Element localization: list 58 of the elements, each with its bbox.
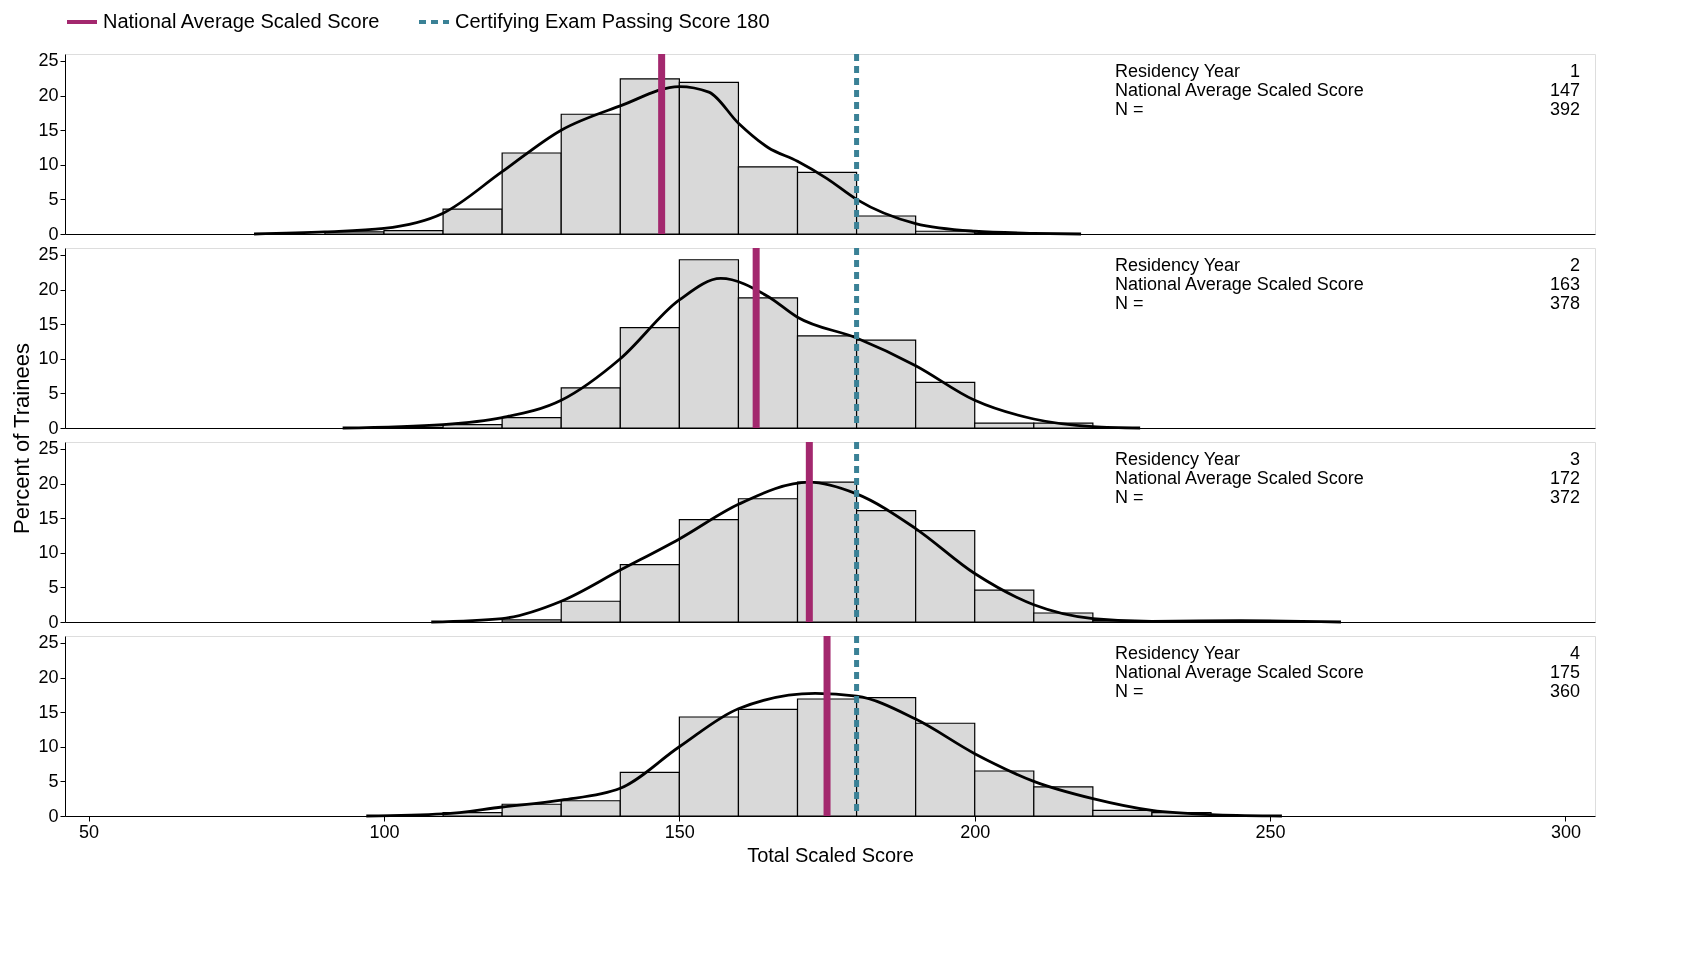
y-tick-label: 15 <box>38 119 59 140</box>
y-tick-label: 10 <box>38 154 59 175</box>
y-tick-label: 20 <box>38 667 59 688</box>
x-tick-label: 300 <box>1550 821 1581 842</box>
annotation: N = <box>1115 293 1144 313</box>
x-tick-label: 250 <box>1255 821 1286 842</box>
y-tick-label: 15 <box>38 701 59 722</box>
annotation: 163 <box>1549 274 1580 294</box>
y-tick-label: 15 <box>38 507 59 528</box>
annotation: 175 <box>1549 662 1580 682</box>
annotation: Residency Year <box>1115 449 1241 469</box>
annotation: 3 <box>1569 449 1580 469</box>
annotation: N = <box>1115 99 1144 119</box>
x-tick-label: 50 <box>79 821 100 842</box>
y-tick-label: 0 <box>48 611 59 632</box>
annotation: 392 <box>1549 99 1580 119</box>
legend-label: Certifying Exam Passing Score 180 <box>455 10 770 32</box>
annotation: 147 <box>1549 80 1580 100</box>
annotation: National Average Scaled Score <box>1115 468 1364 488</box>
annotation: National Average Scaled Score <box>1115 662 1364 682</box>
annotation: 372 <box>1549 487 1580 507</box>
x-tick-label: 200 <box>960 821 991 842</box>
y-tick-label: 25 <box>38 50 59 71</box>
y-tick-label: 25 <box>38 244 59 265</box>
y-tick-label: 25 <box>38 438 59 459</box>
y-tick-label: 20 <box>38 279 59 300</box>
annotation: National Average Scaled Score <box>1115 80 1364 100</box>
annotation: Residency Year <box>1115 255 1241 275</box>
y-tick-label: 0 <box>48 223 59 244</box>
annotation: Residency Year <box>1115 643 1241 663</box>
x-axis-title: Total Scaled Score <box>747 843 914 866</box>
y-tick-label: 5 <box>48 188 59 209</box>
legend-label: National Average Scaled Score <box>103 10 380 32</box>
annotation: 360 <box>1549 681 1580 701</box>
annotation: National Average Scaled Score <box>1115 274 1364 294</box>
y-tick-label: 5 <box>48 382 59 403</box>
annotation: N = <box>1115 487 1144 507</box>
annotation: 172 <box>1549 468 1580 488</box>
x-tick-label: 150 <box>664 821 695 842</box>
y-tick-label: 10 <box>38 348 59 369</box>
annotation: 1 <box>1569 61 1580 81</box>
annotation: 2 <box>1569 255 1580 275</box>
y-tick-label: 25 <box>38 632 59 653</box>
y-tick-label: 15 <box>38 313 59 334</box>
x-tick-label: 100 <box>369 821 400 842</box>
y-tick-label: 10 <box>38 736 59 757</box>
y-tick-label: 10 <box>38 542 59 563</box>
y-tick-label: 5 <box>48 576 59 597</box>
annotation: N = <box>1115 681 1144 701</box>
y-tick-label: 20 <box>38 473 59 494</box>
y-tick-label: 5 <box>48 770 59 791</box>
annotation: 4 <box>1569 643 1580 663</box>
annotation: 378 <box>1549 293 1580 313</box>
annotation: Residency Year <box>1115 61 1241 81</box>
y-tick-label: 0 <box>48 805 59 826</box>
y-axis-title: Percent of Trainees <box>9 343 35 534</box>
y-tick-label: 0 <box>48 417 59 438</box>
y-tick-label: 20 <box>38 85 59 106</box>
